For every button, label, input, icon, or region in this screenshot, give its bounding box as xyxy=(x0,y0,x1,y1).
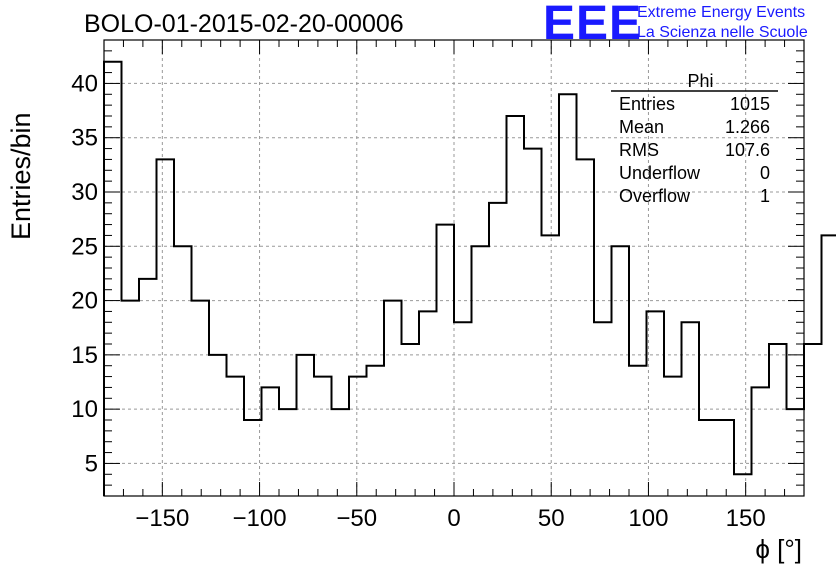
y-tick-label: 20 xyxy=(71,288,98,315)
y-tick-label: 25 xyxy=(71,233,98,260)
histogram-bin xyxy=(402,344,420,496)
histogram-bin xyxy=(332,409,350,496)
histogram-bin xyxy=(279,409,297,496)
histogram-bin xyxy=(542,235,560,496)
y-tick-label: 10 xyxy=(71,396,98,423)
y-tick-label: 35 xyxy=(71,125,98,152)
histogram-bin xyxy=(524,149,542,496)
stats-label: Entries xyxy=(619,94,675,114)
histogram-bin xyxy=(822,235,836,496)
y-tick-label: 30 xyxy=(71,179,98,206)
stats-value: 1015 xyxy=(730,94,770,114)
histogram-bin xyxy=(734,474,752,496)
histogram-bin xyxy=(262,387,280,496)
histogram-bin xyxy=(682,322,700,496)
histogram-bin xyxy=(507,116,525,496)
histogram-bin xyxy=(559,94,577,496)
histogram-bin xyxy=(717,420,735,496)
histogram-bin xyxy=(174,246,192,496)
x-axis-label: ϕ [°] xyxy=(755,534,802,565)
histogram-bin xyxy=(384,301,402,496)
histogram-bin xyxy=(612,246,630,496)
histogram-bin xyxy=(647,311,665,496)
stats-value: 1.266 xyxy=(725,117,770,137)
x-tick-label: 50 xyxy=(538,505,565,532)
x-tick-label: −50 xyxy=(336,505,377,532)
logo-line-1: Extreme Energy Events xyxy=(637,3,808,23)
histogram-bin xyxy=(769,344,787,496)
histogram-bin xyxy=(664,377,682,496)
y-tick-label: 40 xyxy=(71,70,98,97)
histogram-bin xyxy=(122,301,140,496)
logo-line-2: La Scienza nelle Scuole xyxy=(637,23,808,43)
stats-value: 1 xyxy=(760,186,770,206)
stats-value: 0 xyxy=(760,163,770,183)
chart-title: BOLO-01-2015-02-20-00006 xyxy=(84,10,404,39)
x-tick-label: 100 xyxy=(628,505,668,532)
histogram-bin xyxy=(752,387,770,496)
histogram-bin xyxy=(454,322,472,496)
histogram-bin xyxy=(227,377,245,496)
y-tick-label: 5 xyxy=(85,450,98,477)
histogram-bin xyxy=(472,246,490,496)
stats-label: Underflow xyxy=(619,163,701,183)
stats-label: RMS xyxy=(619,140,659,160)
x-tick-label: −150 xyxy=(135,505,189,532)
x-tick-label: 150 xyxy=(726,505,766,532)
y-tick-label: 15 xyxy=(71,342,98,369)
y-axis-label: Entries/bin xyxy=(6,112,37,240)
histogram-bin xyxy=(367,366,385,496)
stats-value: 107.6 xyxy=(725,140,770,160)
eee-logo: EEE xyxy=(543,0,642,48)
stats-label: Mean xyxy=(619,117,664,137)
histogram-bin xyxy=(419,311,437,496)
x-tick-label: 0 xyxy=(447,505,460,532)
histogram-bin xyxy=(192,301,210,496)
histogram-bin xyxy=(437,225,455,496)
histogram-bin xyxy=(804,344,822,496)
stats-box-name: Phi xyxy=(687,71,713,91)
histogram-bin xyxy=(489,203,507,496)
logo-text: Extreme Energy Events La Scienza nelle S… xyxy=(637,3,808,43)
histogram-bin xyxy=(244,420,262,496)
histogram-bin xyxy=(349,377,367,496)
histogram-bin xyxy=(297,355,315,496)
histogram-bin xyxy=(699,420,717,496)
stats-label: Overflow xyxy=(619,186,691,206)
histogram-bin xyxy=(577,159,595,496)
histogram-bin xyxy=(209,355,227,496)
histogram-bin xyxy=(314,377,332,496)
histogram-bin xyxy=(629,366,647,496)
x-tick-label: −100 xyxy=(233,505,287,532)
histogram-bin xyxy=(157,159,175,496)
